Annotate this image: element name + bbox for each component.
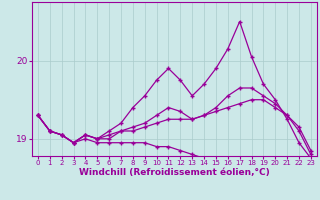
X-axis label: Windchill (Refroidissement éolien,°C): Windchill (Refroidissement éolien,°C) — [79, 168, 270, 177]
